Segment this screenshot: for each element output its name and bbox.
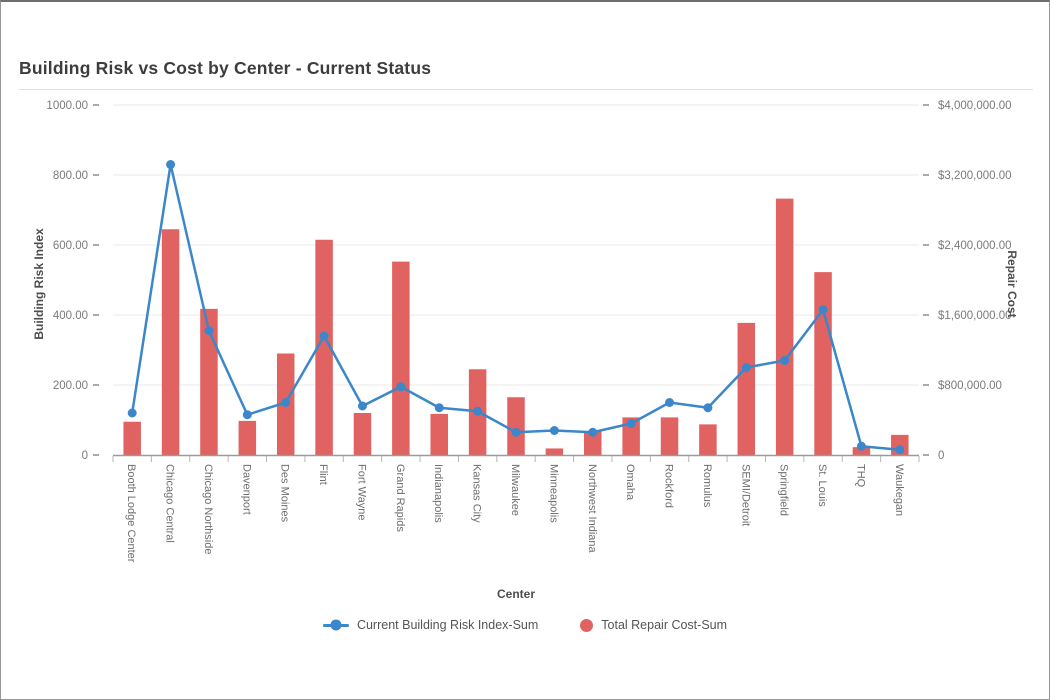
circle-marker-icon	[580, 618, 594, 632]
category-label: Omaha	[624, 464, 636, 501]
risk-index-point[interactable]	[511, 427, 521, 437]
risk-index-point[interactable]	[856, 441, 866, 451]
category-label: Chicago Central	[164, 464, 176, 543]
category-label: Minneapolis	[547, 464, 559, 523]
repair-cost-bar[interactable]	[622, 417, 640, 455]
repair-cost-bar[interactable]	[775, 198, 794, 455]
right-axis-tick-label: $2,400,000.00	[938, 240, 1012, 252]
risk-index-point[interactable]	[626, 419, 636, 428]
category-label: Des Moines	[279, 464, 291, 523]
x-axis-title: Center	[497, 587, 535, 601]
repair-cost-bar[interactable]	[353, 413, 372, 455]
right-axis-tick-label: $800,000.00	[938, 380, 1002, 392]
category-label: Rockford	[663, 464, 675, 508]
risk-index-point[interactable]	[895, 445, 905, 455]
left-axis-tick-label: 800.00	[53, 170, 88, 182]
category-label: Fort Wayne	[355, 464, 367, 520]
category-label: Davenport	[240, 464, 252, 515]
right-axis-title: Repair Cost	[1005, 250, 1019, 317]
category-label: Waukegan	[893, 464, 905, 516]
repair-cost-bar[interactable]	[852, 447, 871, 455]
repair-cost-bar[interactable]	[430, 413, 448, 455]
risk-index-point[interactable]	[127, 408, 137, 418]
legend-label: Total Repair Cost-Sum	[601, 618, 728, 632]
repair-cost-bar[interactable]	[737, 322, 756, 455]
repair-cost-bar[interactable]	[814, 272, 832, 455]
risk-index-point[interactable]	[242, 410, 252, 420]
right-axis-tick-label: $3,200,000.00	[938, 170, 1012, 182]
category-label: SEMI/Detroit	[739, 464, 751, 526]
risk-index-point[interactable]	[549, 426, 559, 435]
legend-label: Current Building Risk Index-Sum	[356, 618, 539, 632]
repair-cost-bar[interactable]	[238, 420, 257, 455]
risk-index-point[interactable]	[166, 160, 176, 169]
right-axis-tick-label: 0	[938, 450, 944, 462]
repair-cost-bar[interactable]	[392, 261, 410, 455]
category-label: St. Louis	[816, 464, 828, 507]
category-label: Milwaukee	[509, 464, 521, 516]
risk-index-point[interactable]	[588, 427, 598, 437]
repair-cost-bar[interactable]	[161, 229, 180, 455]
legend-item-risk-index[interactable]: Current Building Risk Index-Sum	[322, 618, 539, 632]
category-label: THQ	[854, 464, 866, 488]
line-dot-marker-icon	[322, 619, 349, 631]
legend-item-repair-cost[interactable]: Total Repair Cost-Sum	[580, 618, 727, 632]
risk-index-point[interactable]	[780, 356, 790, 365]
risk-index-point[interactable]	[434, 403, 444, 413]
category-label: Kansas City	[471, 464, 483, 523]
category-label: Booth Lodge Center	[125, 464, 137, 563]
risk-index-point[interactable]	[281, 398, 291, 407]
risk-index-point[interactable]	[204, 326, 214, 336]
repair-cost-bar[interactable]	[507, 397, 525, 455]
left-axis-tick-label: 400.00	[53, 310, 88, 322]
risk-index-point[interactable]	[741, 363, 751, 372]
left-axis-tick-label: 0	[82, 450, 88, 462]
left-axis-tick-label: 200.00	[53, 380, 88, 392]
repair-cost-bar[interactable]	[545, 448, 564, 455]
chart-legend: Current Building Risk Index-Sum Total Re…	[1, 618, 1049, 632]
category-label: Grand Rapids	[394, 464, 406, 532]
repair-cost-bar[interactable]	[123, 421, 141, 455]
category-label: Northwest Indiana	[586, 464, 598, 554]
risk-index-point[interactable]	[473, 406, 483, 416]
repair-cost-bar[interactable]	[660, 417, 679, 455]
repair-cost-bar[interactable]	[584, 431, 602, 455]
risk-index-point[interactable]	[703, 403, 713, 413]
risk-index-point[interactable]	[357, 401, 367, 411]
left-axis-title: Building Risk Index	[32, 228, 46, 340]
risk-index-point[interactable]	[818, 305, 828, 315]
category-label: Indianapolis	[432, 464, 444, 523]
repair-cost-bar[interactable]	[699, 424, 717, 455]
risk-index-point[interactable]	[665, 398, 675, 407]
risk-index-point[interactable]	[396, 382, 406, 392]
category-label: Chicago Northside	[202, 464, 214, 555]
page-title: Building Risk vs Cost by Center - Curren…	[19, 58, 432, 78]
repair-cost-bar[interactable]	[315, 239, 333, 455]
category-label: Romulus	[701, 464, 713, 508]
right-axis-tick-label: $1,600,000.00	[938, 310, 1012, 322]
category-label: Flint	[317, 464, 329, 485]
title-divider	[19, 89, 1033, 90]
category-label: Springfield	[778, 464, 790, 516]
repair-cost-bar[interactable]	[200, 308, 218, 455]
right-axis-tick-label: $4,000,000.00	[938, 100, 1012, 112]
left-axis-tick-label: 600.00	[53, 240, 88, 252]
risk-index-point[interactable]	[319, 331, 329, 341]
left-axis-tick-label: 1000.00	[46, 100, 88, 112]
